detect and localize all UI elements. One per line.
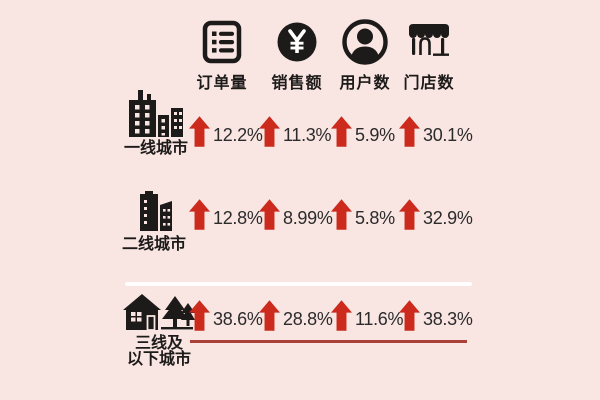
- up-arrow-icon: [189, 300, 210, 331]
- column-label-sales: 销售额: [271, 75, 323, 92]
- row-label-tier2: 二线城市: [121, 236, 186, 253]
- cell-tier2-stores: 32.9%: [399, 199, 473, 230]
- order-list-icon: [202, 18, 242, 66]
- growth-value: 5.9%: [355, 125, 395, 145]
- tier2-city-icon: [132, 191, 176, 233]
- growth-value: 11.6%: [355, 309, 404, 329]
- cell-tier1-users: 5.9%: [331, 116, 395, 147]
- growth-value: 30.1%: [423, 125, 473, 145]
- divider-white-line: [125, 282, 472, 286]
- cell-tier2-sales: 8.99%: [259, 199, 333, 230]
- up-arrow-icon: [399, 116, 420, 147]
- growth-value: 5.8%: [355, 208, 395, 228]
- up-arrow-icon: [189, 116, 210, 147]
- growth-value: 38.6%: [213, 309, 263, 329]
- column-label-stores: 门店数: [403, 75, 455, 92]
- growth-value: 8.99%: [283, 208, 333, 228]
- column-header-sales: 销售额: [252, 18, 342, 93]
- up-arrow-icon: [259, 199, 280, 230]
- growth-value: 12.8%: [213, 208, 263, 228]
- growth-value: 28.8%: [283, 309, 333, 329]
- cell-tier1-sales: 11.3%: [259, 116, 332, 147]
- column-header-users: 用户数: [320, 18, 410, 93]
- up-arrow-icon: [331, 300, 352, 331]
- tier3-city-icon: [123, 294, 195, 332]
- sales-yen-icon: [277, 18, 317, 66]
- users-icon: [342, 18, 388, 66]
- cell-tier3-orders: 38.6%: [189, 300, 263, 331]
- column-header-stores: 门店数: [384, 18, 474, 93]
- up-arrow-icon: [189, 199, 210, 230]
- tier1-city-icon: [129, 90, 183, 137]
- row-header-tier2: 二线城市: [112, 191, 196, 253]
- divider-red-line: [190, 340, 467, 343]
- column-label-users: 用户数: [339, 75, 391, 92]
- up-arrow-icon: [399, 199, 420, 230]
- row-header-tier1: 一线城市: [112, 90, 200, 157]
- cell-tier1-stores: 30.1%: [399, 116, 473, 147]
- up-arrow-icon: [331, 116, 352, 147]
- row-label-tier1: 一线城市: [123, 140, 188, 157]
- cell-tier2-users: 5.8%: [331, 199, 395, 230]
- cell-tier3-stores: 38.3%: [399, 300, 473, 331]
- growth-value: 38.3%: [423, 309, 473, 329]
- stores-icon: [408, 18, 450, 66]
- cell-tier3-sales: 28.8%: [259, 300, 333, 331]
- growth-value: 11.3%: [283, 125, 332, 145]
- column-label-orders: 订单量: [196, 75, 248, 92]
- growth-value: 12.2%: [213, 125, 263, 145]
- up-arrow-icon: [259, 116, 280, 147]
- cell-tier3-users: 11.6%: [331, 300, 404, 331]
- row-label-tier3-line2: 以下城市: [126, 351, 191, 368]
- cell-tier1-orders: 12.2%: [189, 116, 263, 147]
- row-label-tier3-line1: 三线及: [134, 335, 183, 352]
- cell-tier2-orders: 12.8%: [189, 199, 263, 230]
- up-arrow-icon: [399, 300, 420, 331]
- up-arrow-icon: [259, 300, 280, 331]
- up-arrow-icon: [331, 199, 352, 230]
- growth-value: 32.9%: [423, 208, 473, 228]
- column-header-orders: 订单量: [177, 18, 267, 93]
